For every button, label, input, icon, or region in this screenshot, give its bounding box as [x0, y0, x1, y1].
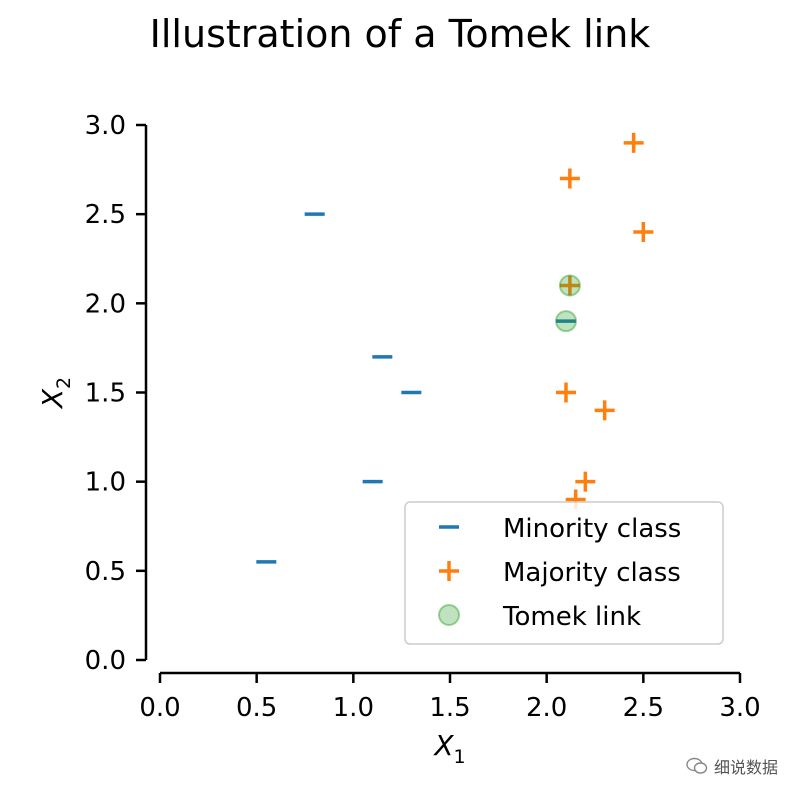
majority-point — [559, 168, 580, 189]
x-tick-label: 2.0 — [526, 693, 567, 723]
majority-point — [575, 471, 596, 492]
y-tick-label: 2.5 — [85, 200, 126, 230]
y-tick-label: 0.5 — [85, 557, 126, 587]
legend-label: Tomek link — [502, 602, 641, 632]
y-axis-label: X2 — [36, 377, 75, 410]
wechat-icon — [686, 757, 708, 774]
y-tick-label: 1.0 — [85, 468, 126, 498]
y-tick-label: 1.5 — [85, 379, 126, 409]
legend-box — [404, 501, 724, 645]
x-axis-label-subscript: 1 — [454, 746, 466, 768]
y-tick-label: 0.0 — [85, 646, 126, 676]
legend-marker — [438, 604, 460, 626]
legend-marker — [439, 561, 459, 581]
majority-point — [594, 400, 615, 421]
y-axis-label-subscript: 2 — [53, 377, 75, 389]
tomek-link-marker — [555, 310, 577, 333]
y-tick-label: 3.0 — [85, 111, 126, 141]
x-tick-label: 2.5 — [623, 693, 664, 723]
y-tick-label: 2.0 — [85, 289, 126, 319]
x-tick-label: 0.5 — [236, 693, 277, 723]
x-tick-label: 1.0 — [333, 693, 374, 723]
x-tick-label: 1.5 — [429, 693, 470, 723]
x-tick-label: 0.0 — [139, 693, 180, 723]
legend-label: Minority class — [503, 514, 681, 544]
x-axis-label: X1 — [432, 729, 465, 768]
majority-point — [633, 222, 654, 242]
x-tick-label: 3.0 — [719, 693, 760, 723]
legend-label: Majority class — [503, 558, 681, 588]
watermark-text: 细说数据 — [713, 758, 778, 777]
majority-point — [556, 382, 576, 403]
majority-point — [559, 275, 580, 296]
chart-title: Illustration of a Tomek link — [149, 12, 651, 56]
watermark: 细说数据 — [686, 754, 778, 778]
tomek-link-marker — [558, 274, 581, 297]
majority-point — [623, 132, 644, 153]
